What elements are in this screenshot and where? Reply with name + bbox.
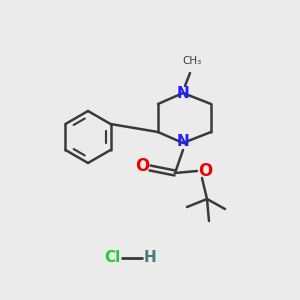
Text: H: H bbox=[144, 250, 156, 266]
Text: N: N bbox=[177, 85, 189, 100]
Text: O: O bbox=[198, 162, 212, 180]
Text: O: O bbox=[135, 157, 149, 175]
Text: N: N bbox=[177, 134, 189, 149]
Text: CH₃: CH₃ bbox=[182, 56, 202, 66]
Text: Cl: Cl bbox=[104, 250, 120, 266]
